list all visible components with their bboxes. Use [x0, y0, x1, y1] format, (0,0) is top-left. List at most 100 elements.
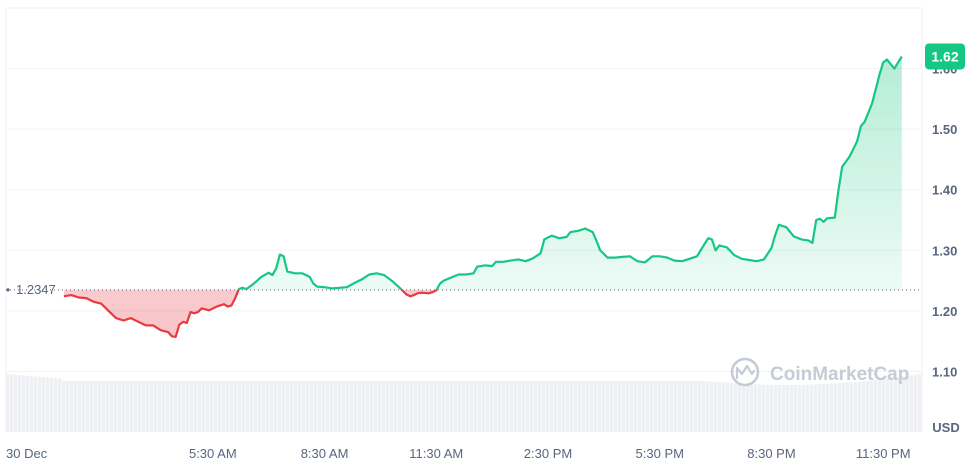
price-line-up	[237, 55, 903, 290]
volume-bar	[126, 381, 130, 432]
volume-bar	[642, 381, 646, 432]
volume-bar	[790, 384, 794, 432]
volume-bar	[834, 383, 838, 432]
volume-bar	[374, 381, 378, 432]
volume-bar	[234, 381, 238, 432]
volume-bar	[686, 381, 690, 432]
volume-bar	[98, 381, 102, 432]
volume-bar	[74, 381, 78, 432]
volume-bar	[254, 381, 258, 432]
x-tick-label: 8:30 AM	[301, 446, 349, 461]
volume-bar	[802, 384, 806, 432]
volume-bar	[578, 381, 582, 432]
volume-bar	[382, 381, 386, 432]
volume-bar	[806, 384, 810, 432]
volume-bar	[694, 381, 698, 432]
volume-bar	[666, 381, 670, 432]
volume-bar	[190, 381, 194, 432]
volume-bar	[890, 377, 894, 432]
baseline-marker	[6, 288, 10, 292]
volume-bar	[822, 384, 826, 432]
y-tick-label: 1.50	[932, 122, 957, 137]
volume-bar	[550, 381, 554, 432]
x-axis-ticks: 30 Dec 5:30 AM 8:30 AM 11:30 AM 2:30 PM 5:30 …	[6, 446, 911, 461]
volume-bar	[850, 382, 854, 432]
volume-bar	[526, 381, 530, 432]
volume-bar	[506, 381, 510, 432]
volume-bar	[826, 383, 830, 432]
volume-bar	[706, 381, 710, 432]
volume-bar	[410, 381, 414, 432]
volume-bar	[154, 381, 158, 432]
y-tick-label: 1.40	[932, 183, 957, 198]
volume-bar	[130, 381, 134, 432]
volume-bar	[418, 381, 422, 432]
volume-bar	[266, 381, 270, 432]
volume-bar	[750, 384, 754, 432]
volume-bar	[722, 382, 726, 432]
x-tick-label: 5:30 PM	[636, 446, 684, 461]
volume-bar	[630, 381, 634, 432]
volume-bar	[482, 381, 486, 432]
volume-bar	[214, 381, 218, 432]
volume-bar	[282, 381, 286, 432]
volume-bar	[334, 381, 338, 432]
volume-bar	[50, 377, 54, 432]
volume-bar	[194, 381, 198, 432]
volume-bar	[830, 383, 834, 432]
volume-bar	[486, 381, 490, 432]
volume-bar	[442, 381, 446, 432]
volume-bar	[54, 378, 58, 432]
volume-bar	[842, 382, 846, 432]
volume-bar	[662, 381, 666, 432]
volume-bar	[462, 381, 466, 432]
price-line	[63, 55, 903, 338]
volume-bar	[70, 381, 74, 432]
volume-bar	[162, 381, 166, 432]
volume-bar	[714, 381, 718, 432]
volume-bar	[542, 381, 546, 432]
y-tick-label: 1.30	[932, 243, 957, 258]
volume-bar	[66, 381, 70, 432]
volume-bar	[814, 384, 818, 432]
coinmarketcap-logo-icon	[730, 357, 760, 387]
volume-bar	[562, 381, 566, 432]
volume-bar	[350, 381, 354, 432]
volume-bar	[14, 374, 18, 432]
volume-bar	[46, 377, 50, 432]
volume-bar	[150, 381, 154, 432]
volume-bar	[422, 381, 426, 432]
volume-bar	[718, 382, 722, 432]
volume-bar	[774, 384, 778, 432]
volume-bar	[466, 381, 470, 432]
volume-bar	[758, 384, 762, 432]
volume-bar	[354, 381, 358, 432]
volume-bar	[534, 381, 538, 432]
volume-bar	[206, 381, 210, 432]
volume-bar	[34, 376, 38, 432]
volume-bar	[294, 381, 298, 432]
volume-bar	[610, 381, 614, 432]
volume-bar	[474, 381, 478, 432]
baseline-value-label: 1.2347	[16, 282, 56, 297]
volume-bar	[22, 375, 26, 432]
volume-bar	[870, 380, 874, 432]
volume-bar	[882, 379, 886, 432]
x-tick-label: 2:30 PM	[524, 446, 572, 461]
volume-bar	[522, 381, 526, 432]
volume-bar	[746, 383, 750, 432]
volume-bar	[498, 381, 502, 432]
volume-bar	[314, 381, 318, 432]
volume-bar	[226, 381, 230, 432]
volume-bar	[874, 380, 878, 432]
volume-bar	[170, 381, 174, 432]
volume-bar	[702, 381, 706, 432]
volume-bar	[638, 381, 642, 432]
volume-bar	[626, 381, 630, 432]
volume-bar	[10, 374, 14, 432]
volume-bar	[918, 374, 922, 432]
volume-bar	[622, 381, 626, 432]
volume-bar	[318, 381, 322, 432]
